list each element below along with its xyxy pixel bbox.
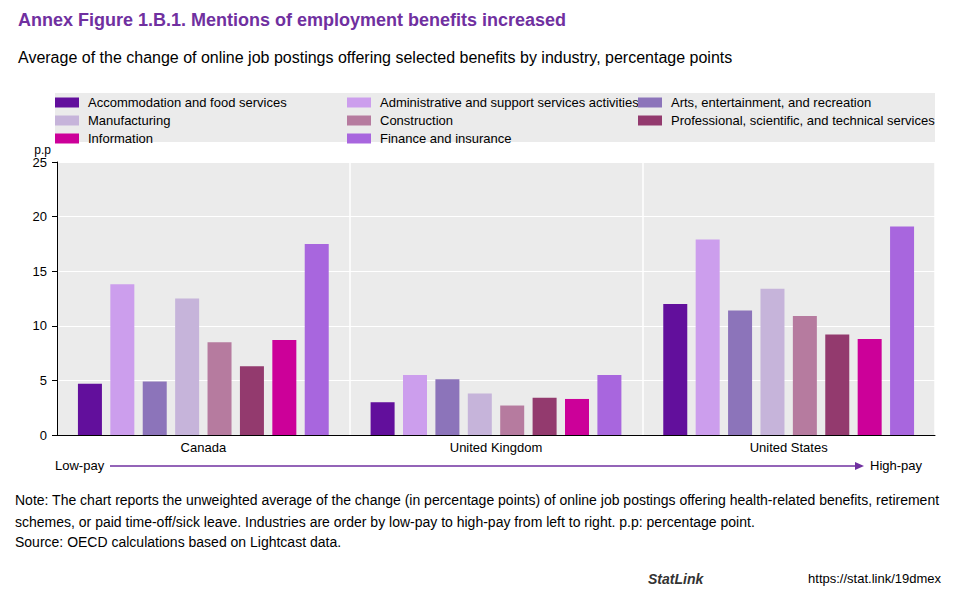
svg-text:https://stat.link/19dmex: https://stat.link/19dmex [808, 571, 941, 586]
svg-text:Finance and insurance: Finance and insurance [380, 131, 512, 146]
svg-text:10: 10 [33, 318, 47, 333]
svg-text:5: 5 [40, 373, 47, 388]
svg-text:Average of the change of onlin: Average of the change of online job post… [18, 49, 732, 66]
svg-text:United Kingdom: United Kingdom [450, 440, 543, 455]
svg-text:Administrative and support ser: Administrative and support services acti… [380, 95, 639, 110]
svg-text:Canada: Canada [181, 440, 227, 455]
svg-text:StatLink: StatLink [648, 571, 704, 587]
svg-text:Low-pay: Low-pay [55, 458, 105, 473]
svg-text:Professional, scientific, and: Professional, scientific, and technical … [671, 113, 935, 128]
svg-text:0: 0 [40, 428, 47, 443]
svg-text:United States: United States [750, 440, 829, 455]
svg-text:Annex Figure 1.B.1. Mentions o: Annex Figure 1.B.1. Mentions of employme… [18, 10, 566, 30]
svg-text:p.p: p.p [34, 142, 51, 157]
svg-text:Source: OECD calculations base: Source: OECD calculations based on Light… [15, 534, 341, 550]
svg-text:25: 25 [33, 155, 47, 170]
svg-text:schemes, or paid time-off/sick: schemes, or paid time-off/sick leave. In… [15, 514, 755, 530]
svg-text:Note: The chart reports the un: Note: The chart reports the unweighted a… [15, 492, 943, 508]
svg-text:Arts, entertainment, and recre: Arts, entertainment, and recreation [671, 95, 871, 110]
svg-text:Information: Information [88, 131, 153, 146]
svg-text:Construction: Construction [380, 113, 453, 128]
svg-text:Manufacturing: Manufacturing [88, 113, 170, 128]
svg-text:Accommodation and food service: Accommodation and food services [88, 95, 287, 110]
svg-text:High-pay: High-pay [870, 458, 923, 473]
svg-text:15: 15 [33, 264, 47, 279]
svg-text:20: 20 [33, 209, 47, 224]
